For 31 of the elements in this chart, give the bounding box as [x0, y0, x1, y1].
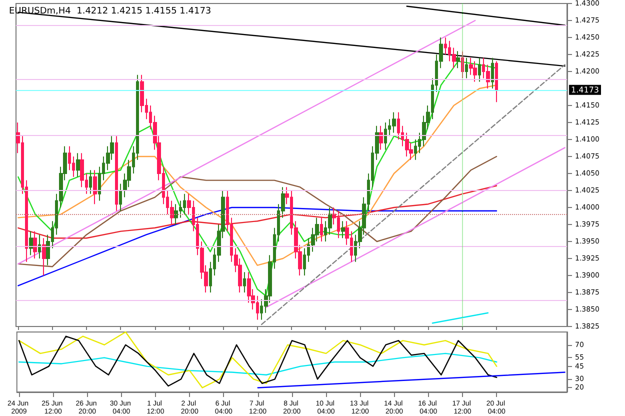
- ref-line-label: 1.4173: [571, 85, 599, 94]
- candlestick: [379, 125, 383, 150]
- line-series: [18, 84, 498, 266]
- candlestick: [33, 230, 37, 259]
- candlestick: [29, 230, 33, 256]
- candlestick: [93, 170, 97, 205]
- candlestick: [89, 170, 92, 194]
- line-series: [18, 352, 498, 376]
- candlestick: [119, 183, 122, 212]
- line-series: [18, 206, 498, 286]
- candlestick: [38, 234, 41, 259]
- candlestick: [491, 57, 494, 89]
- candlestick: [42, 238, 46, 276]
- line-series: [18, 185, 498, 239]
- candlestick: [465, 57, 468, 79]
- chart-title: EURUSDm,H4 1.4212 1.4215 1.4155 1.4173: [9, 6, 212, 16]
- candlestick: [384, 122, 387, 150]
- candlestick: [392, 112, 396, 134]
- candlestick: [115, 136, 118, 212]
- candlestick: [456, 50, 460, 69]
- candlestick: [320, 217, 323, 242]
- line-series: [18, 60, 498, 296]
- candlestick: [243, 272, 246, 293]
- candlestick: [495, 60, 498, 103]
- candlestick: [473, 60, 477, 82]
- candlestick: [76, 152, 80, 178]
- candlestick: [174, 204, 178, 225]
- candlestick: [341, 220, 345, 239]
- line-series: [18, 156, 498, 268]
- candlestick: [478, 57, 481, 82]
- candlestick: [183, 193, 186, 215]
